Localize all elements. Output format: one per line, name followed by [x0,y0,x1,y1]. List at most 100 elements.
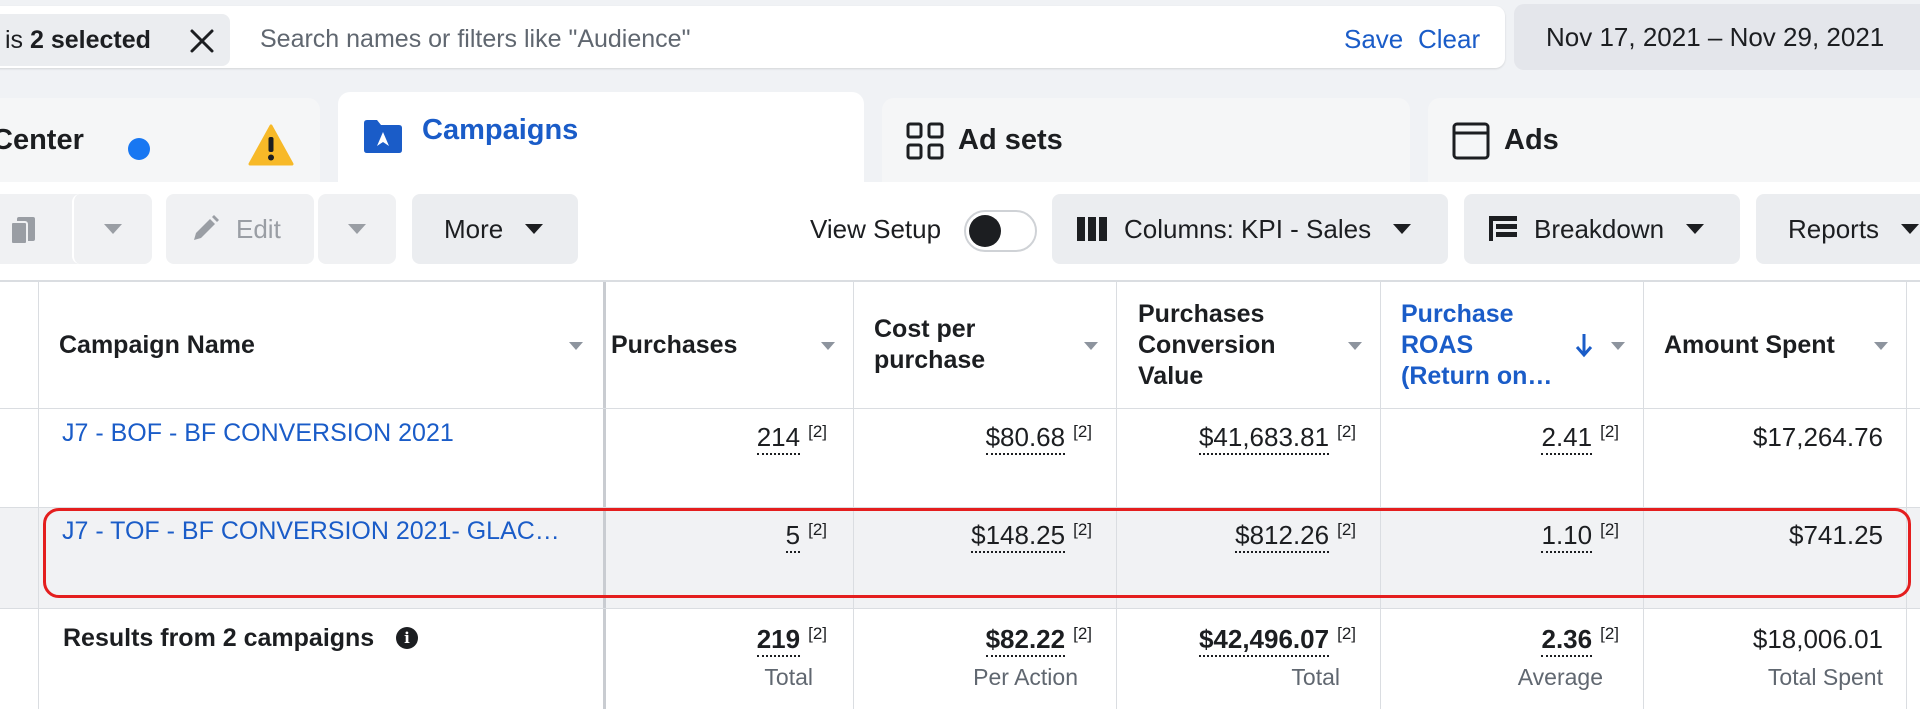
column-divider [1380,282,1381,709]
cost-per-purchase-cell[interactable]: $80.68 [2] [985,422,1092,455]
conversion-value-cell[interactable]: $812.26 [2] [1235,520,1356,553]
total-cost-per-purchase-sub: Per Action [973,664,1078,690]
info-icon[interactable]: i [396,627,418,649]
chevron-down-icon [348,224,366,234]
pencil-icon [194,215,219,240]
total-conversion-value[interactable]: $42,496.07 [2] [1198,624,1356,657]
roas-cell[interactable]: 1.10 [2] [1541,520,1619,553]
highlight-annotation [43,508,1911,598]
notification-dot [128,138,150,160]
search-filter-box[interactable]: is 2 selected Search names or filters li… [0,6,1505,68]
search-input[interactable]: Search names or filters like "Audience" [260,25,691,53]
column-divider [38,282,39,709]
column-divider [1906,282,1907,709]
total-cost-per-purchase[interactable]: $82.22 [2] [985,624,1092,657]
row-divider [0,507,1920,508]
sort-menu-icon[interactable] [821,342,835,350]
columns-label: Columns: KPI - Sales [1124,213,1372,244]
columns-icon [1077,217,1107,241]
header-cost-per-purchase[interactable]: Cost per purchase [874,282,1098,408]
results-summary-label: Results from 2 campaigns [63,624,375,652]
conversion-value-cell[interactable]: $41,683.81 [2] [1198,422,1356,455]
header-label: Purchases [611,330,738,359]
tab-ad-sets[interactable]: Ad sets [882,98,1410,182]
clear-filter-link[interactable]: Clear [1418,24,1481,54]
close-icon[interactable] [188,27,216,55]
more-button[interactable]: More [412,194,578,264]
sort-menu-icon[interactable] [1348,342,1362,350]
sort-descending-icon [1575,334,1593,358]
date-range-picker[interactable]: Nov 17, 2021 – Nov 29, 2021 [1514,4,1920,70]
total-amount-spent: $18,006.01 [1752,624,1883,654]
total-purchases[interactable]: 219 [2] [756,624,827,657]
header-label: Purchases Conversion Value [1138,299,1276,390]
frozen-column-divider [603,282,606,709]
sort-menu-icon[interactable] [1874,342,1888,350]
header-campaign-name[interactable]: Campaign Name [59,282,599,408]
ad-window-icon [1452,122,1490,160]
tab-label: Center [0,124,84,156]
campaigns-table: Campaign Name Purchases Cost per purchas… [0,280,1920,709]
warning-icon [248,124,294,166]
campaign-toolbar: Edit More View Setup Columns: KPI - Sale… [0,182,1920,280]
selected-row-background [0,508,1920,608]
amount-spent-cell: $741.25 [1789,520,1883,550]
column-divider [1643,282,1644,709]
purchases-cell[interactable]: 5 [2] [785,520,827,553]
tab-campaigns[interactable]: Campaigns [338,92,864,182]
chevron-down-icon [1901,224,1920,234]
tab-account-center[interactable]: Center [0,98,320,182]
total-roas[interactable]: 2.36 [2] [1541,624,1619,657]
total-roas-sub: Average [1517,664,1603,690]
header-label: Cost per purchase [874,315,986,374]
campaign-name-link[interactable]: J7 - BOF - BF CONVERSION 2021 [62,419,454,447]
chevron-down-icon [1393,224,1412,234]
breakdown-label: Breakdown [1534,213,1665,244]
edit-label: Edit [236,213,281,244]
edit-button[interactable]: Edit [166,194,314,264]
campaign-name-link[interactable]: J7 - TOF - BF CONVERSION 2021- GLAC… [62,517,560,545]
roas-cell[interactable]: 2.41 [2] [1541,422,1619,455]
column-divider [1116,282,1117,709]
filter-chip[interactable]: is 2 selected [0,14,230,66]
total-purchases-sub: Total [764,664,813,690]
header-amount-spent[interactable]: Amount Spent [1664,282,1904,408]
tab-label: Ads [1504,124,1559,156]
reports-button[interactable]: Reports [1756,194,1920,264]
view-setup-toggle[interactable] [964,210,1037,252]
breakdown-icon [1489,216,1517,241]
view-setup-label: View Setup [810,214,942,244]
sort-menu-icon[interactable] [569,342,583,350]
save-filter-link[interactable]: Save [1344,24,1404,54]
breakdown-button[interactable]: Breakdown [1464,194,1740,264]
filter-bar: is 2 selected Search names or filters li… [0,0,1920,86]
header-label: Purchase ROAS (Return on… [1401,299,1553,390]
more-label: More [444,213,504,244]
duplicate-dropdown-button[interactable] [72,194,152,264]
chevron-down-icon [525,224,544,234]
toggle-knob [969,215,1001,247]
folder-icon [364,120,402,153]
column-divider [853,282,854,709]
purchases-cell[interactable]: 214 [2] [756,422,827,455]
columns-button[interactable]: Columns: KPI - Sales [1052,194,1448,264]
amount-spent-cell: $17,264.76 [1752,422,1883,452]
total-amount-spent-sub: Total Spent [1767,664,1883,690]
header-purchases[interactable]: Purchases [611,282,851,408]
edit-dropdown-button[interactable] [318,194,396,264]
sort-menu-icon[interactable] [1084,342,1098,350]
duplicate-icon [10,217,35,245]
total-conversion-value-sub: Total [1291,664,1340,690]
header-label: Campaign Name [59,330,255,359]
cost-per-purchase-cell[interactable]: $148.25 [2] [971,520,1092,553]
header-label: Amount Spent [1664,330,1835,359]
tab-label: Campaigns [422,114,579,146]
grid-icon [906,122,944,160]
reports-label: Reports [1788,213,1880,244]
header-purchase-roas[interactable]: Purchase ROAS (Return on… [1401,282,1625,408]
header-conversion-value[interactable]: Purchases Conversion Value [1138,282,1362,408]
sort-menu-icon[interactable] [1611,342,1625,350]
row-divider [0,608,1920,609]
tab-ads[interactable]: Ads [1428,98,1920,182]
tab-label: Ad sets [958,124,1063,156]
